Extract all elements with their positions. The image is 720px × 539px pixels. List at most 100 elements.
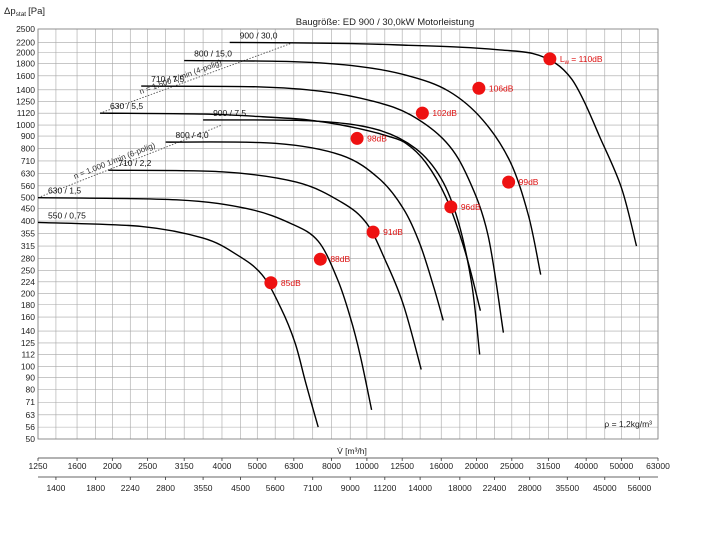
x-tick-label-bottom: 2240: [121, 483, 140, 493]
x-tick-label-top: 8000: [322, 461, 341, 471]
x-tick-label-top: 20000: [465, 461, 489, 471]
fan-curve: [108, 169, 422, 370]
noise-marker: [444, 200, 458, 214]
y-tick-label: 500: [21, 193, 35, 203]
x-tick-label-bottom: 14000: [408, 483, 432, 493]
x-tick-label-top: 16000: [429, 461, 453, 471]
fan-curve: [229, 41, 638, 247]
y-axis-label: Δpstat [Pa]: [4, 6, 45, 18]
x-tick-label-top: 50000: [610, 461, 634, 471]
x-tick-label-bottom: 28000: [518, 483, 542, 493]
y-tick-label: 80: [26, 385, 36, 395]
fan-curve-label: 630 / 5,5: [110, 101, 143, 111]
y-tick-label: 400: [21, 216, 35, 226]
y-tick-label: 1400: [16, 85, 35, 95]
y-axis-label-main: Δp: [4, 6, 16, 17]
x-tick-label-bottom: 2800: [156, 483, 175, 493]
y-tick-label: 90: [26, 372, 36, 382]
y-tick-label: 63: [26, 410, 36, 420]
y-tick-label: 56: [26, 422, 36, 432]
y-tick-label: 140: [21, 326, 35, 336]
x-tick-label-bottom: 22400: [483, 483, 507, 493]
x-tick-label-bottom: 45000: [593, 483, 617, 493]
y-axis-label-unit: [Pa]: [28, 6, 45, 17]
y-tick-label: 1120: [17, 108, 36, 118]
fan-curve-label: 800 / 4,0: [176, 130, 209, 140]
x-tick-label-bottom: 35500: [555, 483, 579, 493]
axes: 2500220020001800160014001250112010009008…: [16, 24, 670, 493]
y-axis-label-sub: stat: [16, 11, 27, 18]
x-axis-label: V̇ [m³/h]: [337, 446, 367, 456]
y-tick-label: 112: [21, 349, 35, 359]
y-tick-label: 2200: [16, 37, 35, 47]
fan-curve-label: 710 / 7,5: [151, 74, 184, 84]
fan-curve-label: 630 / 1,5: [48, 186, 81, 196]
y-tick-label: 1600: [16, 71, 35, 81]
y-tick-label: 560: [21, 181, 35, 191]
x-tick-label-bottom: 1400: [46, 483, 65, 493]
y-tick-label: 280: [21, 253, 35, 263]
x-tick-label-top: 1600: [68, 461, 87, 471]
noise-marker-label: 85dB: [281, 278, 301, 288]
fan-curve: [99, 112, 482, 311]
noise-marker-label-main: L: [560, 54, 565, 64]
noise-marker-label: Lw = 110dB: [560, 54, 603, 66]
x-tick-label-bottom: 9000: [341, 483, 360, 493]
fan-curve: [165, 141, 444, 321]
noise-marker: [502, 175, 516, 189]
noise-marker: [350, 131, 364, 145]
noise-marker: [264, 276, 278, 290]
x-tick-label-top: 63000: [646, 461, 670, 471]
y-tick-label: 160: [21, 312, 35, 322]
plot-border: [37, 28, 659, 440]
x-tick-label-bottom: 56000: [628, 483, 652, 493]
speed-line: [99, 41, 294, 114]
y-tick-label: 355: [21, 229, 35, 239]
y-tick-label: 630: [21, 168, 35, 178]
x-tick-label-top: 10000: [355, 461, 379, 471]
y-tick-label: 900: [21, 131, 35, 141]
fan-curves: 550 / 0,75 630 / 1,5 710 / 2,2 800 / 4,0 900…: [37, 30, 638, 428]
y-tick-label: 315: [21, 241, 35, 251]
y-tick-label: 800: [21, 143, 35, 153]
noise-marker-label: 99dB: [519, 177, 539, 187]
noise-marker: [313, 252, 327, 266]
x-tick-label-top: 2000: [103, 461, 122, 471]
noise-marker: [415, 106, 429, 120]
chart-title: Baugröße: ED 900 / 30,0kW Motorleistung: [296, 17, 474, 28]
noise-marker-label-rest: = 110dB: [569, 54, 603, 64]
x-tick-label-top: 4000: [213, 461, 232, 471]
fan-curve-label: 710 / 2,2: [118, 158, 151, 168]
x-tick-label-top: 2500: [138, 461, 157, 471]
fan-curve-label: 900 / 7,5: [213, 108, 246, 118]
noise-marker-label: 88dB: [330, 254, 350, 264]
y-tick-label: 1800: [16, 58, 35, 68]
y-tick-label: 250: [21, 265, 35, 275]
y-tick-label: 450: [21, 204, 35, 214]
x-tick-label-top: 6300: [284, 461, 303, 471]
x-tick-label-top: 40000: [574, 461, 598, 471]
noise-marker-label: 98dB: [367, 133, 387, 143]
fan-curve-label: 550 / 0,75: [48, 210, 86, 220]
y-tick-label: 100: [21, 361, 35, 371]
fan-curve: [184, 59, 542, 275]
fan-curve: [141, 85, 505, 333]
x-tick-label-bottom: 1800: [86, 483, 105, 493]
noise-markers: 85dB 88dB 91dB 96dB 99dB 98dB 102dB 106dB Lw = 1…: [264, 52, 603, 290]
x-tick-label-top: 31500: [537, 461, 561, 471]
x-tick-label-top: 3150: [175, 461, 194, 471]
y-tick-label: 50: [26, 434, 36, 444]
y-tick-label: 1250: [16, 97, 35, 107]
y-tick-label: 200: [21, 289, 35, 299]
noise-marker-label: 106dB: [489, 83, 514, 93]
x-tick-label-bottom: 18000: [448, 483, 472, 493]
noise-marker: [543, 52, 557, 66]
y-tick-label: 180: [21, 300, 35, 310]
noise-marker-label: 102dB: [432, 108, 457, 118]
x-tick-label-bottom: 5600: [266, 483, 285, 493]
x-tick-label-bottom: 4500: [231, 483, 250, 493]
noise-marker: [472, 81, 486, 95]
y-tick-label: 710: [21, 156, 35, 166]
x-tick-label-top: 5000: [248, 461, 267, 471]
